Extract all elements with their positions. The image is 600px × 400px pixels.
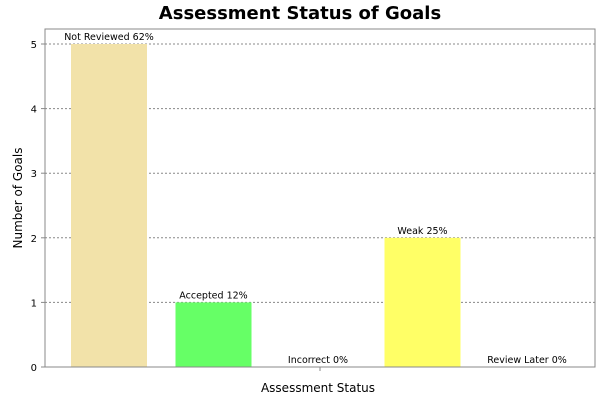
data-label: Weak 25% <box>397 226 447 237</box>
x-axis-label: Assessment Status <box>261 381 375 395</box>
y-tick-label: 1 <box>31 298 37 309</box>
bar-weak <box>384 237 461 367</box>
y-tick-label: 5 <box>31 40 37 51</box>
y-tick-label: 4 <box>31 105 37 116</box>
plot-frame <box>44 28 596 371</box>
bar-not-reviewed <box>71 44 147 367</box>
y-tick-label: 3 <box>31 169 37 180</box>
data-label: Not Reviewed 62% <box>64 32 154 43</box>
y-tick-label: 2 <box>31 234 37 245</box>
data-label: Accepted 12% <box>179 290 247 301</box>
y-axis-ticks: 0 1 2 3 4 5 <box>31 40 45 374</box>
bars <box>71 44 461 367</box>
y-axis-label: Number of Goals <box>11 148 25 249</box>
bar-accepted <box>175 302 252 367</box>
data-label: Review Later 0% <box>487 355 567 366</box>
y-tick-label: 0 <box>31 363 37 374</box>
chart-title: Assessment Status of Goals <box>158 3 442 24</box>
data-labels: Not Reviewed 62% Accepted 12% Incorrect 0%… <box>64 32 567 366</box>
data-label: Incorrect 0% <box>288 355 348 366</box>
